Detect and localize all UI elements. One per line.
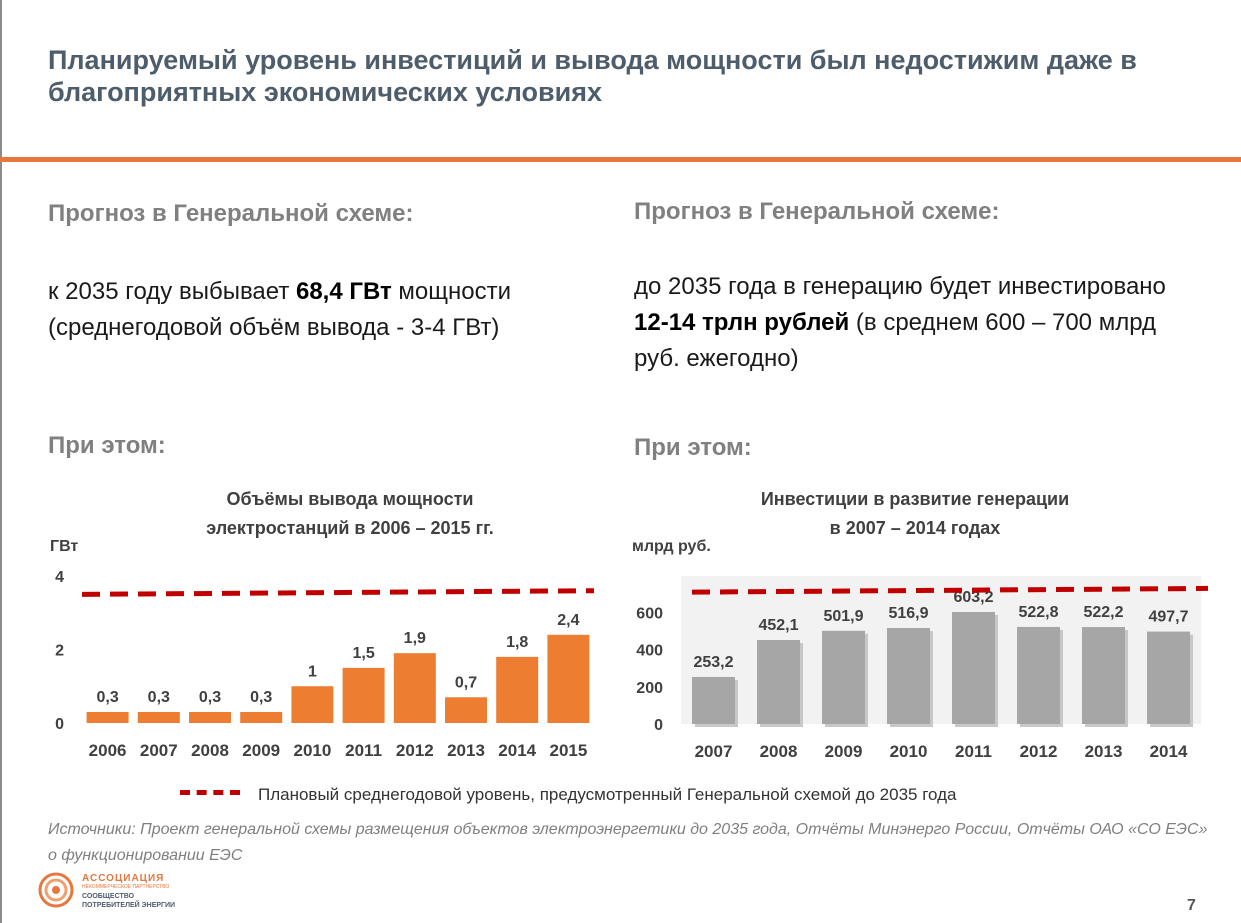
left-body-pre: к 2035 году выбывает — [48, 278, 296, 305]
chart1-category-label: 2008 — [191, 741, 229, 760]
chart1-data-label: 0,3 — [96, 689, 118, 706]
chart1-title-line2: электростанций в 2006 – 2015 гг. — [206, 518, 494, 538]
chart1-bar — [496, 656, 539, 723]
chart2-ytick-label: 400 — [636, 643, 663, 660]
sources-note: Источники: Проект генеральной схемы разм… — [48, 821, 1208, 864]
chart1-bar — [291, 686, 334, 723]
chart2-data-label: 497,7 — [1148, 609, 1188, 626]
chart1-reference-line — [81, 588, 595, 597]
chart1-bar — [86, 711, 129, 723]
chart1-data-label: 1,8 — [506, 634, 528, 651]
chart2-bar — [1147, 631, 1190, 724]
chart1-category-label: 2009 — [242, 741, 280, 760]
chart2-data-label: 501,9 — [823, 608, 863, 625]
left-body-post: мощности (среднегодовой объём вывода - 3… — [48, 278, 512, 341]
chart1-data-label: 0,7 — [455, 674, 477, 691]
chart2-data-label: 603,2 — [953, 589, 993, 606]
chart2-bar — [952, 611, 995, 724]
left-border — [0, 0, 2, 923]
chart2-bar — [822, 630, 865, 724]
chart1-category-label: 2013 — [447, 741, 485, 760]
chart1-category-label: 2014 — [498, 741, 536, 760]
chart2-bar — [887, 628, 930, 724]
chart1-data-label: 0,3 — [250, 689, 272, 706]
chart1-bar — [189, 711, 231, 723]
chart1-data-label: 0,3 — [199, 689, 221, 706]
chart1-ytick-label: 4 — [55, 569, 64, 586]
legend-label: Плановый среднегодовой уровень, предусмо… — [258, 785, 957, 804]
chart2-category-label: 2011 — [955, 742, 992, 761]
chart2-data-label: 522,8 — [1018, 604, 1058, 621]
association-logo-icon — [38, 872, 74, 908]
page-number: 7 — [1187, 897, 1196, 914]
chart1-data-label: 0,3 — [148, 689, 170, 706]
chart2-title: Инвестиции в развитие генерации в 2007 –… — [690, 485, 1140, 543]
chart1-title: Объёмы вывода мощности электростанций в … — [130, 485, 570, 543]
chart1-category-label: 2006 — [89, 741, 127, 760]
chart1-ytick-label: 0 — [55, 716, 64, 733]
title-divider — [0, 157, 1241, 162]
chart1-category-label: 2011 — [345, 741, 382, 760]
chart1-data-label: 1,5 — [352, 645, 374, 662]
chart1-category-label: 2010 — [293, 741, 331, 760]
chart2-data-label: 522,2 — [1083, 604, 1123, 621]
chart1-data-label: 1 — [308, 663, 317, 680]
chart2-bar — [757, 640, 800, 724]
chart2-bar — [692, 676, 735, 724]
chart1-bar — [342, 667, 385, 723]
left-heading: Прогноз в Генеральной схеме: — [48, 200, 414, 227]
slide-title: Планируемый уровень инвестиций и вывода … — [48, 45, 1137, 107]
chart2-title-line2: в 2007 – 2014 годах — [829, 518, 1001, 538]
chart1-bar — [240, 711, 283, 723]
chart1-bar — [393, 653, 436, 723]
chart2-bar — [1017, 626, 1060, 724]
chart2-bar — [1082, 627, 1125, 724]
right-body-post: (в среднем 600 – 700 млрд руб. ежегодно) — [634, 309, 1156, 372]
chart2-ytick-label: 200 — [636, 680, 663, 697]
right-body-pre: до 2035 года в генерацию будет инвестиро… — [634, 273, 1166, 300]
chart1-category-label: 2015 — [549, 741, 587, 760]
left-body: к 2035 году выбывает 68,4 ГВт мощности (… — [48, 274, 548, 346]
chart1-bar — [547, 634, 590, 723]
chart2-category-label: 2013 — [1085, 742, 1123, 761]
chart1-data-label: 2,4 — [557, 612, 579, 629]
chart2-ytick-label: 600 — [636, 606, 663, 623]
chart1-bar — [445, 697, 487, 723]
logo-line1: АССОЦИАЦИЯ — [82, 873, 165, 884]
chart2-category-label: 2008 — [760, 742, 798, 761]
left-subheading: При этом: — [48, 432, 166, 459]
chart1-data-label: 1,9 — [404, 630, 426, 647]
chart1-title-line1: Объёмы вывода мощности — [226, 489, 474, 509]
right-body-bold: 12-14 трлн рублей — [634, 309, 850, 336]
chart2-category-label: 2012 — [1020, 742, 1058, 761]
chart2-category-label: 2007 — [695, 742, 733, 761]
chart1-bar — [137, 711, 180, 723]
logo-line4: ПОТРЕБИТЕЛЕЙ ЭНЕРГИИ — [82, 902, 176, 909]
legend-dashed-line — [180, 790, 240, 795]
chart2-ylabel: млрд руб. — [632, 538, 711, 555]
chart1-category-label: 2012 — [396, 741, 434, 760]
chart2-category-label: 2009 — [825, 742, 863, 761]
chart2-ytick-label: 0 — [654, 717, 663, 734]
chart2-reference-line — [691, 585, 1209, 595]
right-body: до 2035 года в генерацию будет инвестиро… — [634, 269, 1194, 377]
chart2-data-label: 516,9 — [888, 605, 928, 622]
right-heading: Прогноз в Генеральной схеме: — [634, 198, 1000, 225]
chart1-ylabel: ГВт — [50, 538, 79, 555]
right-subheading: При этом: — [634, 434, 752, 461]
chart2-data-label: 452,1 — [758, 617, 798, 634]
chart2-data-label: 253,2 — [693, 654, 733, 671]
logo-text: АССОЦИАЦИЯ НЕКОММЕРЧЕСКОЕ ПАРТНЕРСТВО СО… — [82, 874, 175, 910]
chart1-ytick-label: 2 — [55, 643, 64, 660]
chart2-category-label: 2014 — [1150, 742, 1188, 761]
chart2-category-label: 2010 — [890, 742, 928, 761]
logo-line3: СООБЩЕСТВО — [82, 893, 135, 900]
chart1-category-label: 2007 — [140, 741, 178, 760]
left-body-bold: 68,4 ГВт — [295, 278, 392, 305]
logo-line2: НЕКОММЕРЧЕСКОЕ ПАРТНЕРСТВО — [82, 884, 170, 890]
chart2-title-line1: Инвестиции в развитие генерации — [760, 489, 1070, 509]
